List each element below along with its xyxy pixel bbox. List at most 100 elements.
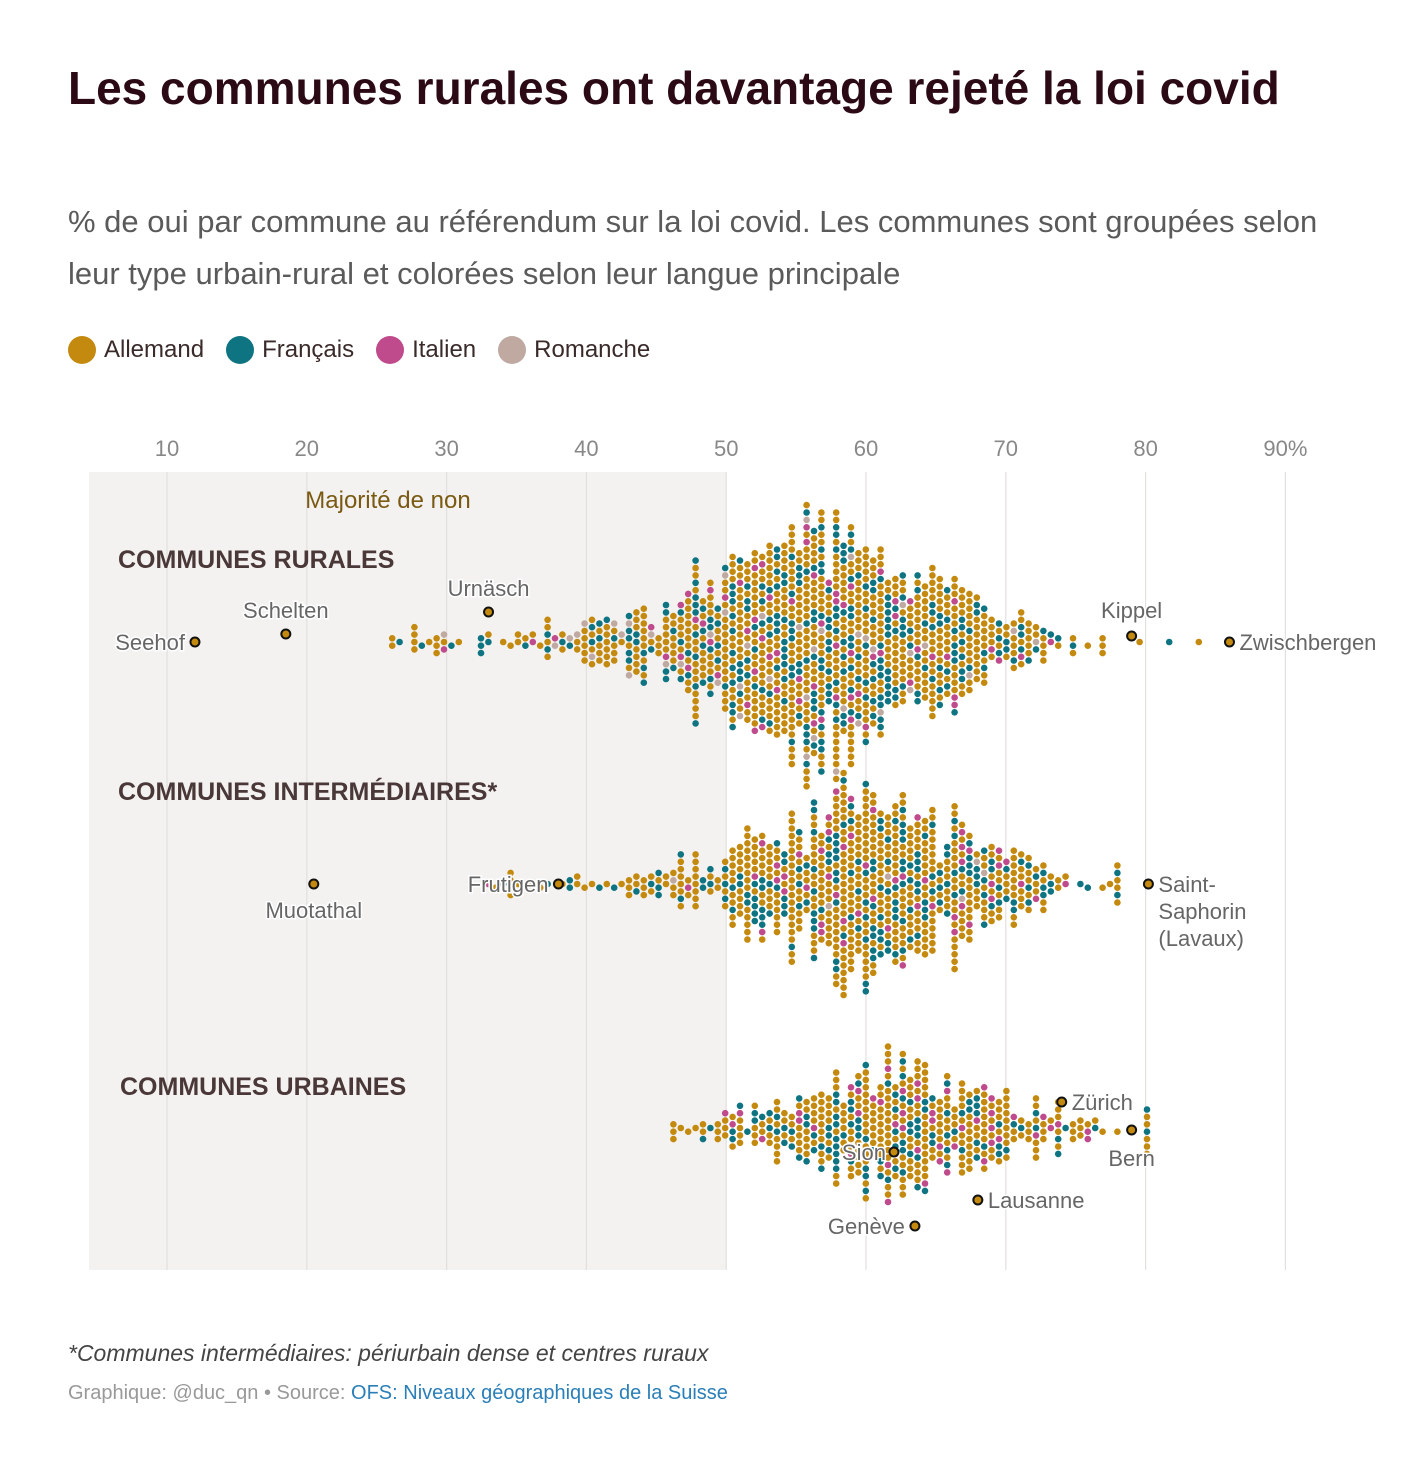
commune-dot xyxy=(943,1132,951,1139)
commune-dot xyxy=(1047,631,1055,638)
commune-dot xyxy=(684,620,692,627)
commune-dot xyxy=(766,690,773,698)
commune-dot xyxy=(773,612,781,620)
commune-dot xyxy=(929,638,936,646)
commune-dot xyxy=(862,951,870,958)
commune-dot xyxy=(995,1150,1003,1158)
commune-dot xyxy=(647,638,655,646)
commune-dot xyxy=(995,1158,1003,1165)
commune-dot xyxy=(929,683,936,690)
commune-dot xyxy=(670,1128,677,1135)
commune-dot xyxy=(869,579,877,587)
commune-dot xyxy=(810,910,818,917)
commune-dot xyxy=(884,1139,892,1147)
commune-dot xyxy=(899,631,907,638)
commune-dot xyxy=(751,843,759,851)
commune-dot xyxy=(988,623,995,631)
commune-dot xyxy=(840,720,847,727)
commune-dot xyxy=(625,664,633,672)
commune-dot xyxy=(973,638,981,646)
commune-dot xyxy=(906,642,914,649)
commune-dot xyxy=(869,962,877,969)
commune-dot xyxy=(1040,862,1047,869)
commune-dot xyxy=(892,1121,899,1128)
commune-dot xyxy=(795,557,803,564)
commune-dot xyxy=(929,902,936,910)
commune-dot xyxy=(869,932,877,940)
commune-dot xyxy=(847,575,855,583)
commune-dot xyxy=(869,557,877,564)
commune-dot xyxy=(1040,869,1047,877)
commune-dot xyxy=(677,880,685,888)
commune-dot xyxy=(877,694,884,701)
commune-dot xyxy=(899,865,907,873)
commune-dot xyxy=(862,1150,870,1158)
commune-dot xyxy=(847,1150,855,1158)
commune-dot xyxy=(840,683,847,690)
commune-dot xyxy=(892,914,899,921)
commune-dot xyxy=(884,895,892,903)
commune-dot xyxy=(847,561,855,568)
commune-dot xyxy=(943,646,951,653)
commune-dot xyxy=(884,1102,892,1110)
commune-dot xyxy=(929,851,936,858)
commune-dot xyxy=(936,877,944,884)
commune-dot xyxy=(862,832,870,840)
commune-dot xyxy=(825,843,833,851)
commune-dot xyxy=(744,840,751,847)
commune-dot xyxy=(892,958,899,965)
commune-dot xyxy=(832,951,840,958)
commune-dot xyxy=(758,598,766,605)
commune-dot xyxy=(862,1061,870,1069)
commune-dot xyxy=(832,1098,840,1106)
commune-dot xyxy=(1099,1128,1106,1135)
commune-dot xyxy=(966,847,973,854)
commune-dot xyxy=(847,1084,855,1091)
commune-dot xyxy=(1077,1132,1084,1139)
commune-dot xyxy=(973,646,981,653)
commune-dot xyxy=(788,1113,796,1121)
commune-dot xyxy=(958,865,966,873)
commune-dot xyxy=(869,572,877,579)
commune-label: Kippel xyxy=(1101,598,1162,623)
commune-dot xyxy=(936,884,944,891)
commune-dot xyxy=(906,877,914,884)
commune-dot xyxy=(951,686,958,694)
commune-dot xyxy=(847,854,855,862)
commune-dot xyxy=(899,1087,907,1095)
group-label: COMMUNES URBAINES xyxy=(120,1073,406,1101)
commune-dot xyxy=(707,646,714,653)
commune-dot xyxy=(795,843,803,851)
commune-dot xyxy=(862,869,870,877)
commune-dot xyxy=(773,568,781,575)
commune-dot xyxy=(840,623,847,631)
commune-dot xyxy=(832,914,840,921)
commune-dot xyxy=(914,836,921,843)
commune-dot xyxy=(840,865,847,873)
commune-dot xyxy=(1040,635,1047,642)
source-link[interactable]: OFS: Niveaux géographiques de la Suisse xyxy=(351,1382,728,1404)
commune-dot xyxy=(751,668,759,675)
commune-dot xyxy=(670,627,677,635)
commune-dot xyxy=(411,631,418,638)
commune-dot xyxy=(862,988,870,995)
commune-dot xyxy=(855,1161,862,1169)
commune-dot xyxy=(744,672,751,679)
commune-dot xyxy=(921,1076,929,1084)
commune-dot xyxy=(1032,1124,1040,1132)
commune-dot xyxy=(951,1128,958,1135)
commune-dot xyxy=(758,899,766,906)
commune-dot xyxy=(832,869,840,877)
commune-dot xyxy=(980,877,988,884)
commune-dot xyxy=(825,1154,833,1161)
commune-dot xyxy=(929,675,936,683)
commune-dot xyxy=(1010,1128,1018,1135)
commune-dot xyxy=(677,616,685,624)
commune-dot xyxy=(862,553,870,561)
commune-dot xyxy=(832,980,840,988)
commune-dot xyxy=(773,1135,781,1143)
commune-dot xyxy=(818,612,825,620)
commune-dot xyxy=(825,646,833,653)
commune-dot xyxy=(1143,1135,1151,1143)
commune-dot xyxy=(966,686,973,694)
